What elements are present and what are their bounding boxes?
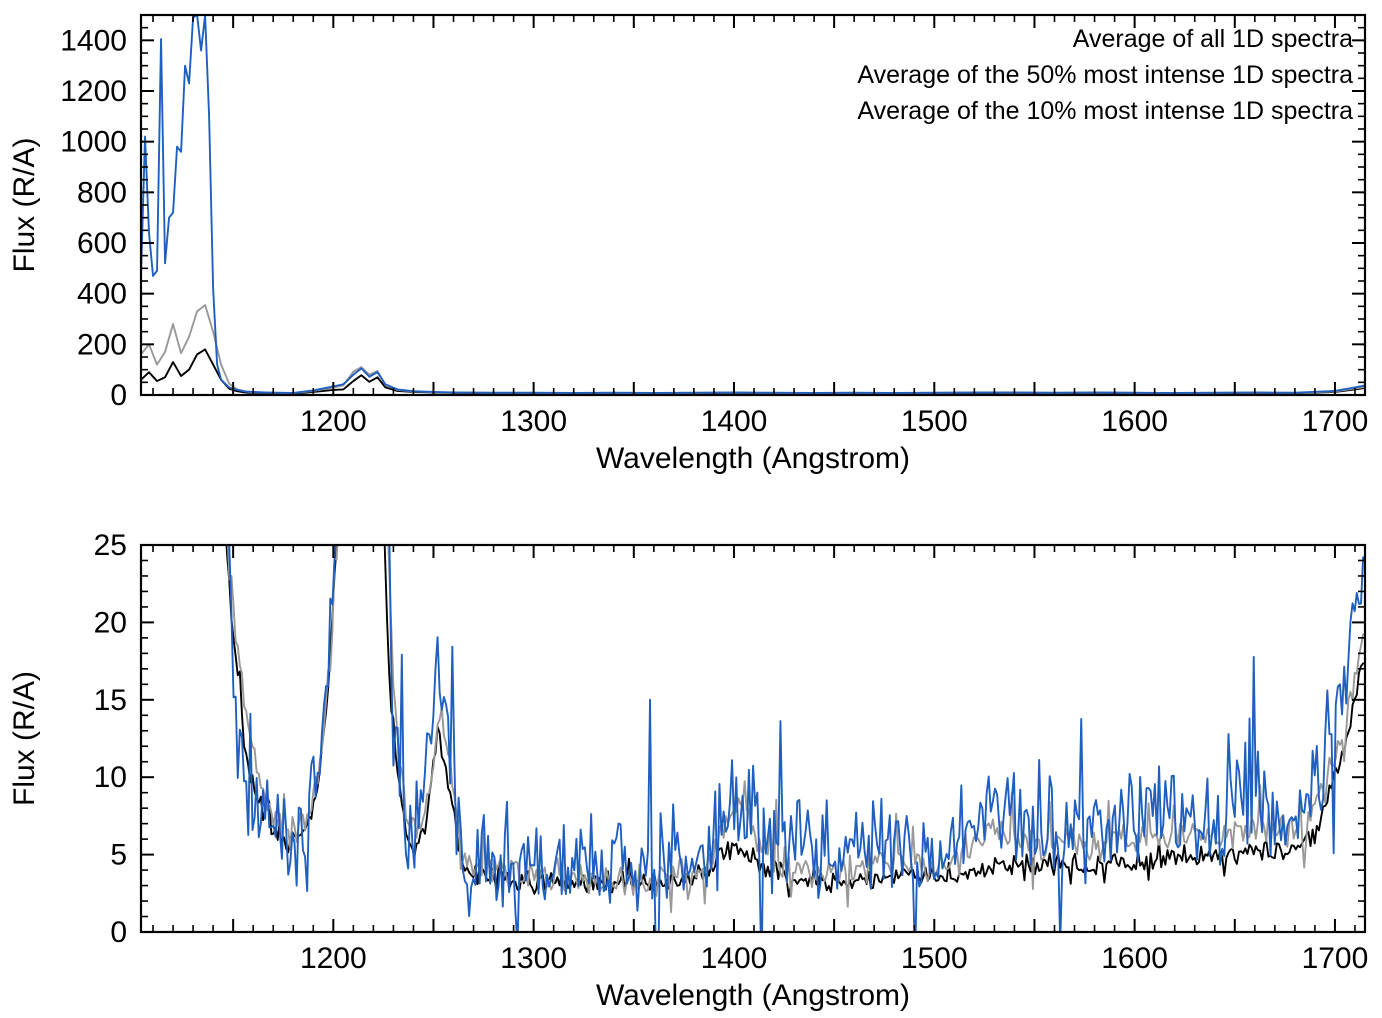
y-tick-label: 5: [110, 839, 127, 872]
x-axis-title: Wavelength (Angstrom): [596, 442, 910, 475]
x-tick-label: 1200: [300, 405, 367, 438]
x-tick-label: 1400: [701, 405, 768, 438]
x-tick-labels: 1200 1300 1400 1500 1600 1700: [300, 405, 1368, 438]
y-tick-label: 20: [94, 606, 127, 639]
legend-entry: Average of the 50% most intense 1D spect…: [857, 61, 1353, 89]
x-tick-label: 1600: [1101, 405, 1168, 438]
y-tick-label: 200: [77, 328, 127, 361]
legend-entry: Average of all 1D spectra: [1073, 25, 1353, 53]
legend: Average of all 1D spectra Average of the …: [857, 25, 1353, 125]
legend-entry: Average of the 10% most intense 1D spect…: [857, 97, 1353, 125]
y-tick-label: 800: [77, 176, 127, 209]
y-tick-label: 1400: [60, 24, 127, 57]
y-tick-labels: 0 5 10 15 20 25: [94, 529, 127, 949]
y-tick-label: 400: [77, 278, 127, 311]
top-panel-plot: 1200 1300 1400 1500 1600 1700 0 200 400 600 800 100…: [8, 13, 1368, 475]
x-tick-label: 1700: [1302, 942, 1369, 975]
x-tick-label: 1300: [500, 405, 567, 438]
y-tick-label: 0: [110, 916, 127, 949]
x-tick-label: 1600: [1101, 942, 1168, 975]
x-tick-label: 1300: [500, 942, 567, 975]
bottom-panel-plot: 1200 1300 1400 1500 1600 1700 0 5 10 15 20 25 Wavele…: [8, 529, 1368, 1012]
x-tick-label: 1200: [300, 942, 367, 975]
y-tick-label: 1000: [60, 126, 127, 159]
x-axis-title: Wavelength (Angstrom): [596, 979, 910, 1012]
series-line: [227, 545, 1365, 914]
x-tick-label: 1400: [701, 942, 768, 975]
y-tick-label: 15: [94, 684, 127, 717]
axis-ticks: [141, 544, 1365, 933]
y-axis-title: Flux (R/A): [8, 671, 41, 806]
y-tick-label: 0: [110, 379, 127, 412]
series-line: [141, 304, 1365, 395]
series-line: [228, 545, 1365, 932]
x-tick-labels: 1200 1300 1400 1500 1600 1700: [300, 942, 1368, 975]
y-tick-labels: 0 200 400 600 800 1000 1200 1400: [60, 24, 127, 412]
y-axis-title: Flux (R/A): [8, 138, 41, 273]
y-tick-label: 1200: [60, 75, 127, 108]
y-tick-label: 10: [94, 761, 127, 794]
y-tick-label: 600: [77, 227, 127, 260]
x-tick-label: 1700: [1302, 405, 1369, 438]
plot-frame: [139, 543, 1367, 934]
y-tick-label: 25: [94, 529, 127, 562]
x-tick-label: 1500: [901, 405, 968, 438]
axis-ticks: [141, 14, 1365, 396]
x-tick-label: 1500: [901, 942, 968, 975]
series-line: [141, 348, 1365, 395]
